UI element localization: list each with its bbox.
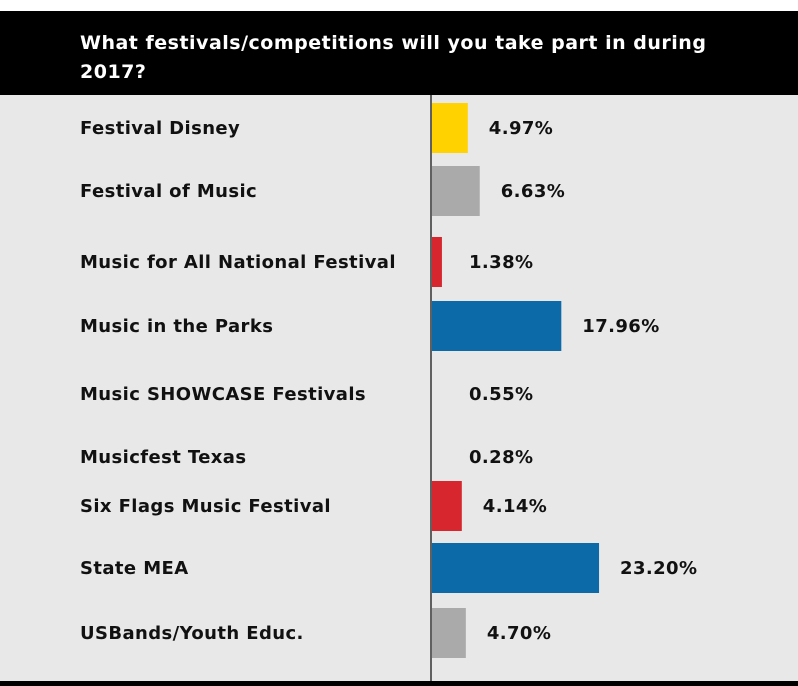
bar [432,543,600,593]
category-label: State MEA [80,558,189,579]
value-label: 0.55% [469,384,533,405]
value-label: 17.96% [582,316,659,337]
bottom-rule [0,681,798,686]
bar [432,237,442,287]
bar [432,301,562,351]
category-label: Musicfest Texas [80,447,246,468]
value-label: 6.63% [501,181,565,202]
value-label: 23.20% [620,558,697,579]
chart-header: What festivals/competitions will you tak… [0,11,798,95]
category-label: Festival Disney [80,118,240,139]
bar-chart: Festival Disney 4.97% Festival of Music 6.6… [80,95,697,681]
category-label: Music in the Parks [80,316,273,337]
bar [432,166,480,216]
value-label: 1.38% [469,252,533,273]
category-label: Festival of Music [80,181,257,202]
bar [432,481,462,531]
category-label: USBands/Youth Educ. [80,623,304,644]
chart-panel [0,95,798,681]
bar [432,608,466,658]
category-label: Six Flags Music Festival [80,496,331,517]
chart-title: What festivals/competitions will you tak… [80,32,707,83]
bar [432,103,468,153]
category-label: Music for All National Festival [80,252,396,273]
value-label: 4.97% [489,118,553,139]
value-label: 4.70% [487,623,551,644]
value-label: 4.14% [483,496,547,517]
value-label: 0.28% [469,447,533,468]
category-label: Music SHOWCASE Festivals [80,384,366,405]
